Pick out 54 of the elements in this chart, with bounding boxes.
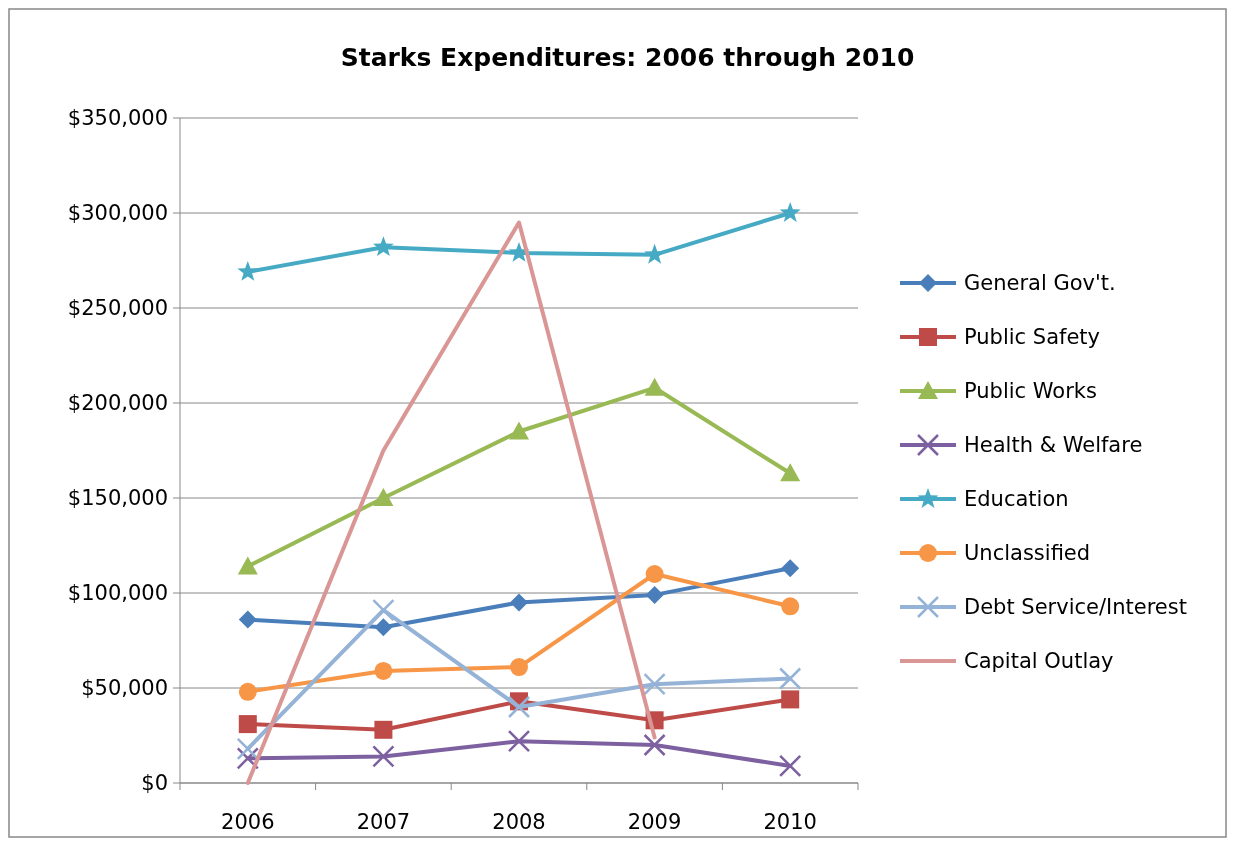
point [781, 597, 800, 616]
point [508, 241, 530, 262]
point [237, 260, 259, 281]
x-tick-label: 2010 [763, 810, 817, 834]
legend-label: Education [964, 487, 1069, 512]
point [507, 729, 531, 753]
point [237, 556, 258, 575]
point [643, 672, 666, 696]
point [238, 715, 257, 734]
y-tick-label: $200,000 [67, 391, 168, 416]
point [645, 565, 664, 583]
legend-label: Public Works [964, 379, 1097, 404]
point [780, 463, 801, 482]
point [372, 598, 395, 622]
point [374, 720, 393, 739]
point [778, 667, 802, 690]
y-tick-label: $100,000 [67, 581, 168, 606]
legend-label: Unclassified [964, 541, 1091, 566]
chart-title: Starks Expenditures: 2006 through 2010 [340, 43, 915, 72]
y-tick-label: $150,000 [67, 486, 168, 511]
legend-label: General Gov't. [964, 271, 1116, 296]
point [510, 658, 528, 677]
point [238, 610, 257, 629]
legend-label: Capital Outlay [964, 649, 1114, 674]
y-tick-label: $50,000 [81, 676, 168, 701]
point [374, 618, 393, 637]
y-tick-label: $0 [141, 771, 168, 796]
x-tick-label: 2008 [492, 810, 546, 834]
legend-label: Public Safety [964, 325, 1100, 350]
x-tick-label: 2009 [627, 810, 682, 834]
point [778, 754, 802, 778]
y-tick-label: $300,000 [67, 201, 168, 226]
x-tick-label: 2006 [221, 810, 275, 834]
point [374, 661, 393, 680]
point [507, 695, 531, 719]
point [781, 559, 800, 578]
point [779, 202, 801, 222]
legend-label: Debt Service/Interest [964, 595, 1187, 620]
y-tick-label: $250,000 [67, 296, 168, 321]
point [644, 377, 665, 396]
point [509, 421, 529, 440]
point [373, 488, 394, 506]
point [238, 682, 257, 701]
point [645, 585, 664, 604]
line-series [245, 220, 657, 785]
point [510, 593, 528, 612]
point [372, 745, 395, 768]
legend-label: Health & Welfare [964, 433, 1143, 458]
y-tick-label: $350,000 [67, 106, 168, 131]
point [781, 690, 800, 709]
point [643, 733, 666, 757]
point [372, 236, 394, 257]
point [236, 737, 260, 761]
x-tick-label: 2007 [356, 810, 411, 834]
